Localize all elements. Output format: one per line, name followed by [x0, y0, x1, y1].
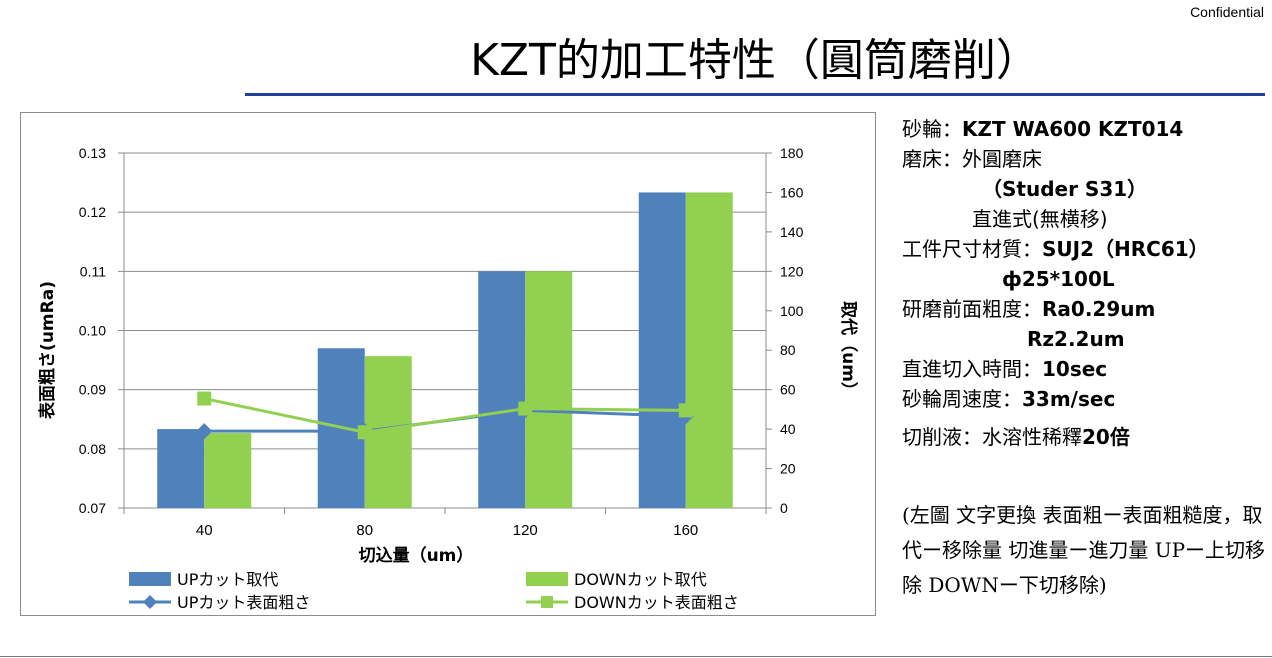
legend-swatch	[129, 572, 171, 586]
spec-coolant: 切削液：水溶性稀釋20倍	[902, 425, 1130, 449]
point-marker	[357, 425, 372, 440]
spec-machine-model: （Studer S31）	[982, 177, 1148, 201]
y-right-tick-label: 60	[780, 382, 796, 398]
point-marker	[678, 403, 693, 418]
bar	[478, 271, 526, 508]
spec-wheel: 砂輪：KZT WA600 KZT014	[902, 117, 1184, 141]
spec-wheel-speed: 砂輪周速度：33m/sec	[902, 387, 1116, 411]
spec-plunge-time: 直進切入時間：10sec	[902, 357, 1108, 381]
bar	[525, 271, 573, 508]
bottom-divider	[0, 656, 1272, 657]
point-marker	[518, 401, 533, 416]
point-marker	[197, 391, 212, 406]
spec-workpiece: 工件尺寸材質：SUJ2（HRC61）	[902, 237, 1209, 261]
chart-tick-labels: 0.13 0.12 0.11 0.10 0.09 0.08 0.07 180 160 140 120…	[79, 145, 804, 539]
legend-swatch-marker	[143, 595, 157, 609]
title-underline	[245, 93, 1265, 96]
legend-label: DOWNカット取代	[574, 570, 707, 589]
chart-legend: UPカット取代 DOWNカット取代 UPカット表面粗さ DOWNカット表面粗さ	[129, 570, 739, 612]
y-right-tick-label: 120	[780, 263, 804, 279]
x-axis-label: 切込量（um）	[359, 545, 474, 566]
legend-label: UPカット表面粗さ	[177, 593, 310, 612]
y-right-tick-label: 180	[780, 145, 804, 161]
spec-pre-roughness-rz: Rz2.2um	[1027, 327, 1125, 351]
chart-bars	[157, 192, 733, 508]
legend-label: UPカット取代	[177, 570, 278, 589]
spec-machine: 磨床：外圓磨床	[902, 147, 1042, 171]
bar	[685, 192, 733, 508]
y-left-tick-label: 0.10	[79, 323, 106, 339]
chart-lines	[196, 391, 694, 440]
x-tick-label: 80	[356, 522, 373, 539]
y-left-tick-label: 0.09	[79, 382, 106, 398]
y-left-tick-label: 0.12	[79, 204, 106, 220]
point-marker	[196, 423, 213, 440]
x-tick-label: 120	[513, 522, 538, 539]
x-tick-label: 40	[196, 522, 213, 539]
y-left-tick-label: 0.11	[80, 263, 106, 279]
bar	[204, 433, 252, 508]
legend-swatch-marker	[541, 596, 553, 608]
y-left-tick-label: 0.13	[79, 145, 106, 161]
y-axis-left-label: 表面粗さ(umRa)	[37, 281, 58, 419]
y-right-tick-label: 160	[780, 184, 804, 200]
chart-frame: 0.13 0.12 0.11 0.10 0.09 0.08 0.07 180 160 140 120…	[20, 112, 876, 616]
confidential-label: Confidential	[1190, 4, 1264, 20]
spec-machine-mode: 直進式(無横移)	[972, 207, 1108, 231]
legend-label: DOWNカット表面粗さ	[574, 593, 739, 612]
page-title: KZT的加工特性（圓筒磨削）	[470, 35, 1040, 86]
y-right-tick-label: 20	[780, 461, 796, 477]
y-axis-right-label: 取代（um）	[838, 301, 859, 399]
bar	[157, 429, 205, 508]
y-right-tick-label: 40	[780, 421, 796, 437]
x-tick-label: 160	[673, 522, 698, 539]
spec-pre-roughness: 研磨前面粗度：Ra0.29um	[902, 297, 1156, 321]
y-right-tick-label: 80	[780, 342, 796, 358]
series-line	[203, 397, 686, 434]
y-right-tick-label: 140	[780, 224, 804, 240]
bar	[638, 192, 686, 508]
spec-panel: 砂輪：KZT WA600 KZT014 磨床：外圓磨床 （Studer S31）…	[902, 114, 1267, 452]
y-right-tick-label: 100	[780, 303, 804, 319]
chart-svg: 0.13 0.12 0.11 0.10 0.09 0.08 0.07 180 160 140 120…	[37, 145, 859, 612]
y-left-tick-label: 0.07	[79, 500, 106, 516]
y-right-tick-label: 0	[780, 500, 788, 516]
legend-swatch	[526, 572, 568, 586]
translation-note: (左圖 文字更換 表面粗ー表面粗糙度，取代ー移除量 切進量ー進刀量 UPー上切移…	[902, 503, 1266, 597]
y-left-tick-label: 0.08	[79, 441, 106, 457]
spec-workpiece-size: ф25*100L	[1002, 267, 1115, 291]
